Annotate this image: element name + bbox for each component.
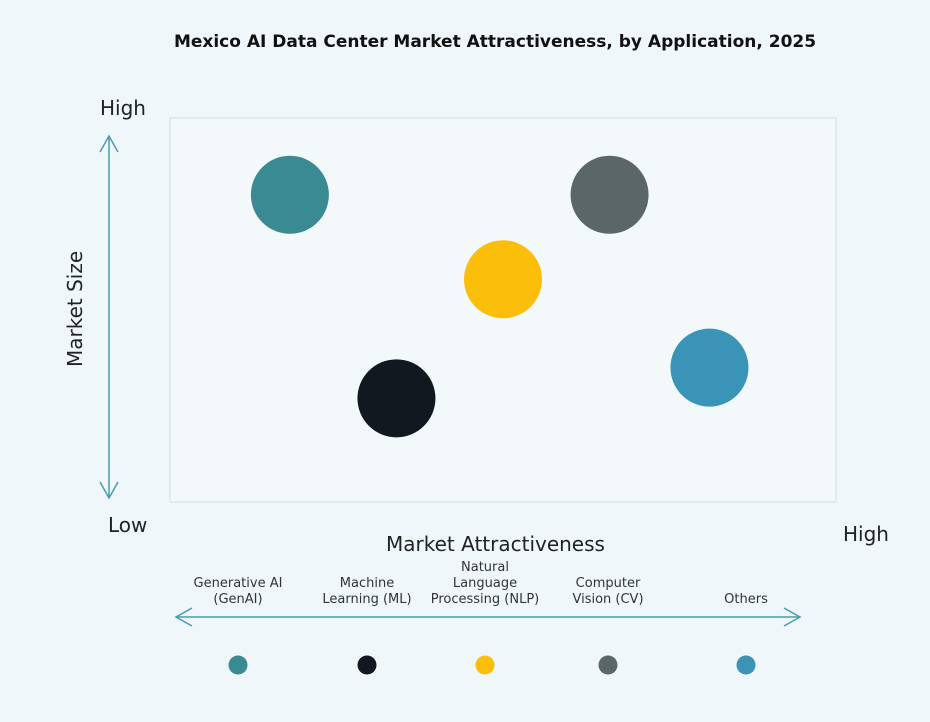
y-arrow	[99, 134, 119, 500]
bubble-2	[464, 240, 542, 319]
legend-label-0: Generative AI (GenAI)	[168, 576, 308, 608]
bubble-3	[570, 155, 649, 234]
legend-dot-1	[357, 655, 377, 675]
legend-label-line: Learning (ML)	[322, 592, 412, 607]
legend-dot-4	[736, 655, 756, 675]
chart-title: Mexico AI Data Center Market Attractiven…	[173, 32, 817, 52]
legend-label-4: Others	[676, 592, 816, 608]
legend-label-line: Language	[452, 576, 518, 591]
y-high-label: High	[100, 96, 146, 120]
legend-label-line: Natural	[461, 560, 509, 575]
legend-label-2: Natural Language Processing (NLP)	[415, 560, 555, 608]
legend-dot-2	[475, 655, 495, 675]
legend-label-line: Generative AI	[193, 576, 283, 591]
legend-arrow	[174, 607, 802, 627]
legend-label-line: Processing (NLP)	[430, 592, 540, 607]
legend-label-line: Vision (CV)	[572, 592, 644, 607]
legend-label-line: Computer	[575, 576, 641, 591]
x-low-label: Low	[108, 513, 148, 537]
x-axis-label: Market Attractiveness	[386, 532, 605, 556]
legend-label-3: Computer Vision (CV)	[538, 576, 678, 608]
bubble-1	[357, 359, 436, 438]
legend-label-line: Others	[724, 592, 768, 607]
legend-dot-0	[228, 655, 248, 675]
legend-dot-3	[598, 655, 618, 675]
legend-label-line: (GenAI)	[213, 592, 263, 607]
bubble-0	[250, 155, 329, 234]
legend-label-1: Machine Learning (ML)	[297, 576, 437, 608]
x-high-label: High	[843, 522, 889, 546]
bubble-4	[670, 328, 749, 407]
legend-label-line: Machine	[339, 576, 395, 591]
